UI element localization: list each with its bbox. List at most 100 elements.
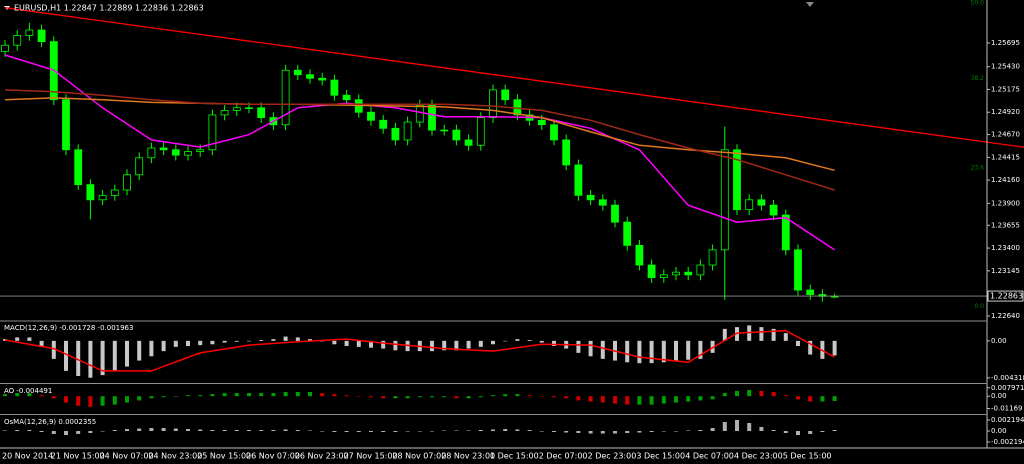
histogram-bar — [649, 396, 654, 405]
histogram-bar — [674, 340, 678, 361]
candle-body — [452, 129, 461, 141]
histogram-bar — [271, 339, 276, 341]
histogram-bar — [759, 327, 764, 341]
histogram-bar — [125, 340, 129, 367]
histogram-bar — [661, 340, 666, 363]
histogram-bar — [173, 396, 178, 397]
histogram-bar — [637, 340, 642, 364]
histogram-bar — [661, 396, 666, 404]
histogram-bar — [76, 340, 81, 376]
histogram-bar — [796, 431, 800, 435]
candle-body — [684, 271, 693, 276]
histogram-bar — [149, 428, 154, 431]
y-tick-label: 1.24160 — [991, 176, 1020, 184]
histogram-bar — [405, 396, 410, 399]
candle-body — [257, 107, 266, 118]
candle-body — [13, 34, 22, 46]
candle-body — [562, 139, 571, 166]
histogram-bar — [332, 340, 337, 345]
frame — [0, 0, 1024, 449]
x-tick-label: 20 Nov 2014 — [2, 452, 53, 461]
histogram-bar — [64, 396, 68, 403]
candle-body — [794, 249, 802, 291]
candle-body — [428, 104, 436, 131]
candle-body — [86, 184, 95, 201]
candle-body — [696, 264, 705, 276]
candle-body — [159, 147, 168, 151]
histogram-bar — [308, 339, 312, 341]
histogram-bar — [478, 430, 483, 431]
histogram-bar — [222, 430, 227, 431]
candle-body — [586, 194, 595, 201]
histogram-bar — [222, 393, 227, 397]
histogram-bar — [332, 431, 337, 432]
y-tick-label: 1.25695 — [991, 39, 1020, 47]
histogram-bar — [271, 430, 276, 431]
histogram-bar — [466, 430, 471, 431]
histogram-bar — [247, 340, 251, 342]
histogram-bar — [381, 340, 386, 349]
histogram-bar — [588, 340, 593, 357]
fibo-label: 38.2 — [971, 75, 985, 82]
y-tick-label: 1.23400 — [991, 244, 1020, 252]
histogram-bar — [735, 327, 739, 341]
histogram-bar — [405, 431, 410, 432]
histogram-bar — [783, 395, 788, 397]
y-tick-label: 1.24415 — [991, 153, 1020, 161]
histogram-bar — [613, 431, 617, 434]
histogram-bar — [112, 396, 117, 405]
y-tick-label: 1.23900 — [991, 199, 1020, 207]
chart-title: EURUSD,H1 1.22847 1.22889 1.22836 1.2286… — [14, 4, 204, 13]
histogram-bar — [356, 396, 361, 397]
histogram-bar — [210, 430, 215, 431]
histogram-bar — [674, 396, 678, 403]
histogram-bar — [295, 337, 300, 341]
histogram-bar — [308, 430, 312, 431]
histogram-bar — [832, 396, 837, 401]
histogram-bar — [454, 430, 459, 431]
histogram-bar — [51, 431, 56, 434]
histogram-bar — [64, 431, 68, 435]
histogram-bar — [637, 431, 642, 433]
x-tick-label: 4 Dec 07:00 — [685, 452, 734, 461]
histogram-bar — [51, 340, 56, 359]
histogram-bar — [27, 393, 32, 397]
candle-body — [745, 199, 754, 211]
histogram-bar — [686, 396, 691, 402]
candle-body — [342, 94, 351, 101]
histogram-bar — [137, 340, 142, 361]
histogram-bar — [491, 340, 495, 345]
candle-body — [171, 149, 180, 156]
candle-body — [147, 147, 156, 159]
histogram-bar — [27, 430, 32, 431]
histogram-bar — [759, 390, 764, 397]
candle-body — [367, 111, 375, 121]
candle-body — [293, 69, 302, 76]
x-tick-label: 4 Dec 23:00 — [734, 452, 783, 461]
histogram-bar — [771, 430, 776, 431]
histogram-bar — [552, 431, 556, 432]
histogram-bar — [295, 430, 300, 431]
histogram-bar — [527, 430, 532, 431]
histogram-bar — [417, 431, 422, 432]
y-tick-label: 1.23655 — [991, 221, 1020, 229]
candle-body — [672, 271, 680, 276]
histogram-bar — [686, 340, 691, 360]
candle-body — [440, 129, 449, 132]
candle-body — [489, 89, 497, 118]
candle-body — [318, 77, 327, 81]
y-tick-label: 1.24670 — [991, 131, 1020, 139]
y-tick-label: -0.004318 — [991, 374, 1024, 382]
histogram-bar — [320, 393, 325, 397]
histogram-bar — [149, 396, 154, 399]
histogram-bar — [564, 431, 569, 433]
candle-body — [245, 107, 253, 109]
histogram-bar — [661, 431, 666, 432]
histogram-bar — [234, 340, 239, 342]
y-tick-label: 1.23145 — [991, 267, 1020, 275]
histogram-bar — [564, 396, 569, 399]
candle-body — [391, 127, 400, 141]
histogram-bar — [112, 340, 117, 371]
x-tick-label: 28 Nov 07:00 — [392, 452, 446, 461]
indicator-title: AO -0.004491 — [4, 387, 52, 395]
